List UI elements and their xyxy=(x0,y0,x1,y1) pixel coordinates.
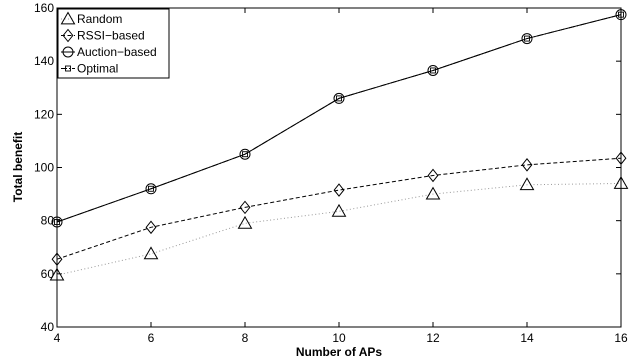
legend-box xyxy=(57,8,170,79)
data-point-diamond xyxy=(145,220,157,235)
data-point-diamond xyxy=(427,168,439,183)
series-triangle xyxy=(49,175,629,281)
data-point-circle xyxy=(427,64,439,76)
data-point-diamond xyxy=(333,183,345,197)
legend-label: Optimal xyxy=(77,62,118,76)
data-point-square xyxy=(54,219,60,225)
data-point-triangle xyxy=(49,267,65,281)
series-diamond xyxy=(51,151,627,267)
data-point-square xyxy=(336,95,342,102)
legend-label: Random xyxy=(77,12,122,26)
y-tick-label: 100 xyxy=(34,161,54,175)
axis-ticks: 4 6 8 10 12 14 16 40 60 80 100 120 140 160 xyxy=(34,1,628,345)
data-point-triangle xyxy=(425,186,441,200)
series-square xyxy=(54,11,624,225)
legend-item: RSSI−based xyxy=(61,29,145,43)
y-tick-label: 80 xyxy=(41,214,55,228)
y-tick-label: 120 xyxy=(34,107,54,121)
data-point-circle xyxy=(145,183,157,195)
data-point-circle xyxy=(615,9,627,21)
data-point-triangle xyxy=(613,175,629,189)
series-line xyxy=(56,182,622,276)
legend: Random RSSI−based Auction−based Optimal xyxy=(57,8,170,79)
y-tick-label: 40 xyxy=(41,320,55,334)
x-tick-label: 4 xyxy=(54,331,61,345)
legend-marker-triangle xyxy=(60,11,76,25)
legend-item: Auction−based xyxy=(61,45,157,59)
x-axis-label: Number of APs xyxy=(296,345,383,359)
data-point-triangle xyxy=(237,215,253,229)
x-tick-label: 14 xyxy=(520,331,534,345)
data-point-diamond xyxy=(51,252,63,267)
legend-marker-diamond xyxy=(62,28,74,43)
legend-marker-circle xyxy=(62,46,74,58)
series-group xyxy=(49,9,629,281)
y-tick-label: 160 xyxy=(34,1,54,15)
x-tick-label: 8 xyxy=(242,331,249,345)
legend-items: Random RSSI−based Auction−based Optimal xyxy=(60,11,157,76)
data-point-diamond xyxy=(521,158,533,172)
data-point-circle xyxy=(239,148,251,160)
y-tick-label: 60 xyxy=(41,267,55,281)
data-point-square xyxy=(148,185,154,192)
plot-area: 4 6 8 10 12 14 16 40 60 80 100 120 140 160 xyxy=(34,1,629,345)
legend-item: Random xyxy=(60,11,122,26)
series-line xyxy=(56,14,622,223)
data-point-circle xyxy=(51,216,63,228)
data-point-circle xyxy=(521,33,533,45)
series-line xyxy=(56,157,622,260)
data-point-circle xyxy=(333,92,345,104)
data-point-diamond xyxy=(615,151,627,165)
x-tick-label: 16 xyxy=(614,331,628,345)
x-tick-label: 12 xyxy=(426,331,440,345)
data-point-square xyxy=(430,67,436,74)
data-point-square xyxy=(618,11,624,18)
data-point-triangle xyxy=(331,203,347,217)
x-tick-label: 10 xyxy=(332,331,346,345)
legend-label: Auction−based xyxy=(77,45,157,59)
y-tick-label: 140 xyxy=(34,54,54,68)
legend-item: Optimal xyxy=(61,62,118,76)
legend-label: RSSI−based xyxy=(77,29,145,43)
x-tick-label: 6 xyxy=(148,331,155,345)
data-point-triangle xyxy=(519,177,535,191)
legend-marker-square xyxy=(65,65,71,72)
data-point-square xyxy=(524,35,530,42)
data-point-triangle xyxy=(143,246,159,260)
data-point-diamond xyxy=(239,200,251,215)
data-point-square xyxy=(242,151,248,158)
y-axis-label: Total benefit xyxy=(11,132,25,202)
